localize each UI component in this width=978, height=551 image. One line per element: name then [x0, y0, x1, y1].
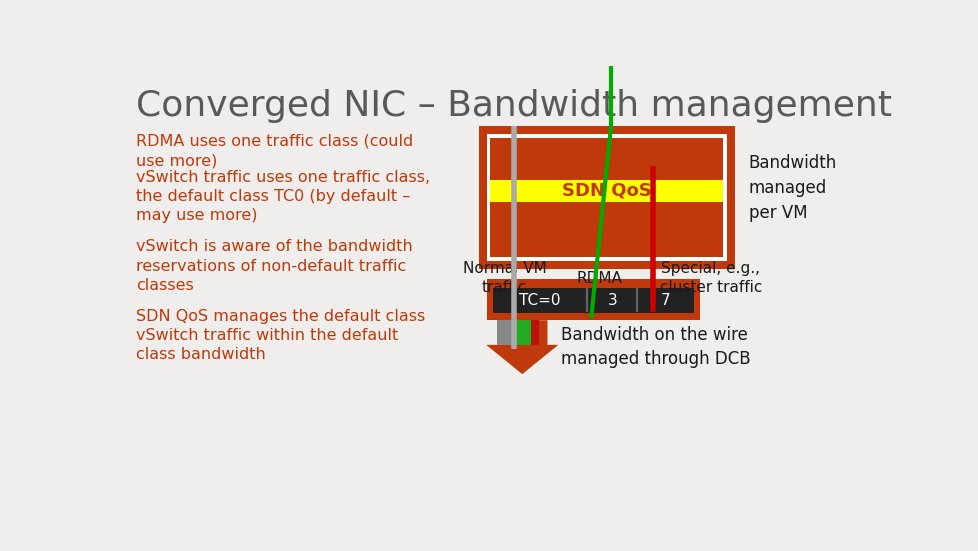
Text: Bandwidth on the wire
managed through DCB: Bandwidth on the wire managed through DC…	[560, 326, 750, 368]
Text: Converged NIC – Bandwidth management: Converged NIC – Bandwidth management	[136, 89, 891, 123]
Bar	[497, 320, 513, 345]
Text: SDN QoS: SDN QoS	[561, 182, 651, 200]
Bar	[490, 138, 723, 257]
Text: Special, e.g.,
cluster traffic: Special, e.g., cluster traffic	[659, 262, 761, 295]
Bar	[486, 134, 726, 261]
Text: 7: 7	[660, 293, 670, 307]
Text: 3: 3	[606, 293, 616, 307]
Bar	[513, 320, 530, 345]
Bar	[492, 288, 692, 312]
Text: vSwitch is aware of the bandwidth
reservations of non-default traffic
classes: vSwitch is aware of the bandwidth reserv…	[136, 239, 413, 293]
Polygon shape	[486, 320, 557, 374]
Text: RDMA: RDMA	[576, 271, 621, 286]
Bar	[530, 320, 539, 345]
Text: Normal VM
traffic: Normal VM traffic	[462, 262, 546, 295]
Text: SDN QoS manages the default class
vSwitch traffic within the default
class bandw: SDN QoS manages the default class vSwitc…	[136, 309, 425, 362]
Text: TC=0: TC=0	[518, 293, 560, 307]
Text: RDMA uses one traffic class (could
use more): RDMA uses one traffic class (could use m…	[136, 134, 413, 168]
Bar	[490, 180, 723, 202]
Bar	[478, 126, 734, 269]
Text: Bandwidth
managed
per VM: Bandwidth managed per VM	[748, 154, 836, 222]
Text: vSwitch traffic uses one traffic class,
the default class TC0 (by default –
may : vSwitch traffic uses one traffic class, …	[136, 170, 430, 224]
Bar	[486, 279, 699, 320]
